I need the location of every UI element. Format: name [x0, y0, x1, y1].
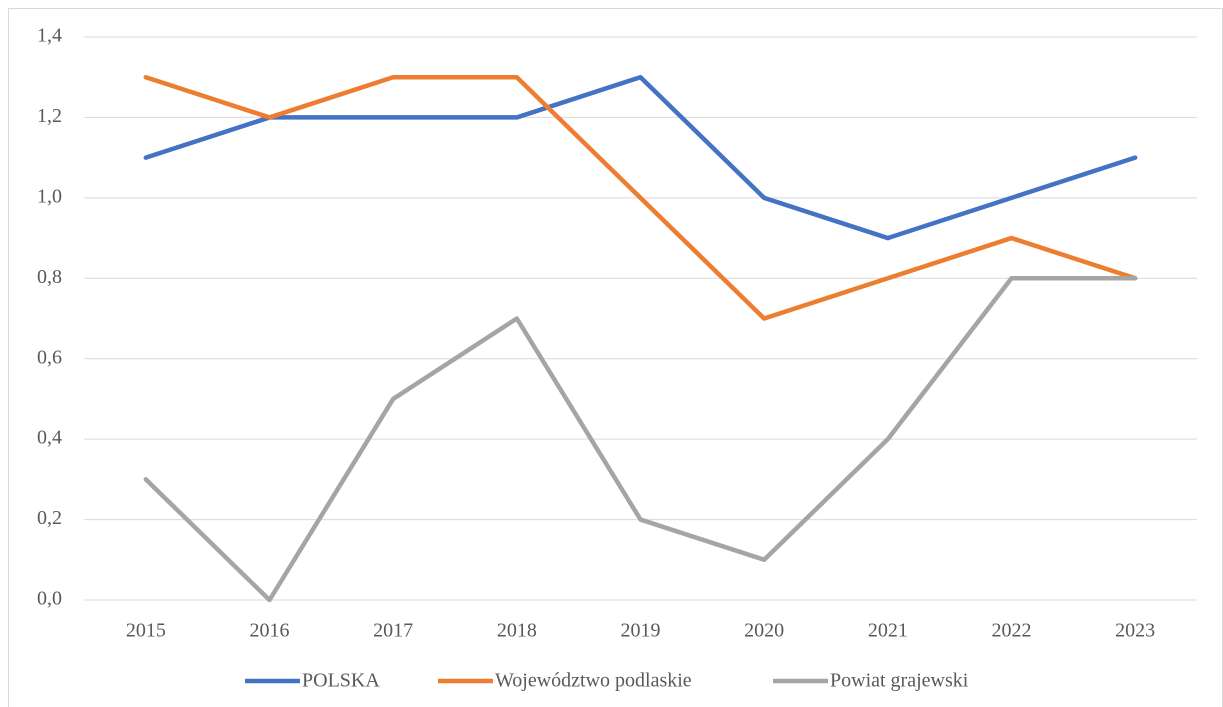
y-tick-label: 0,4: [37, 427, 62, 449]
x-tick-label: 2016: [250, 620, 290, 642]
legend-label: Województwo podlaskie: [495, 670, 692, 692]
x-tick-label: 2017: [373, 620, 413, 642]
legend-label: Powiat grajewski: [830, 670, 969, 692]
x-tick-label: 2022: [992, 620, 1032, 642]
y-tick-label: 0,6: [37, 346, 62, 368]
y-tick-label: 1,2: [37, 105, 62, 127]
x-tick-label: 2021: [868, 620, 908, 642]
chart-border: [8, 8, 1223, 707]
series-line: [143, 276, 1138, 603]
y-tick-label: 0,8: [37, 266, 62, 288]
x-tick-label: 2023: [1115, 620, 1155, 642]
legend-label: POLSKA: [302, 670, 380, 692]
x-tick-label: 2015: [126, 620, 166, 642]
x-tick-label: 2020: [744, 620, 784, 642]
y-tick-label: 0,2: [37, 507, 62, 529]
series-line: [143, 74, 1138, 241]
series-line: [143, 74, 1138, 321]
x-tick-label: 2019: [621, 620, 661, 642]
x-tick-label: 2018: [497, 620, 537, 642]
y-tick-label: 1,4: [37, 25, 62, 47]
y-tick-label: 1,0: [37, 185, 62, 207]
y-tick-label: 0,0: [37, 588, 62, 610]
